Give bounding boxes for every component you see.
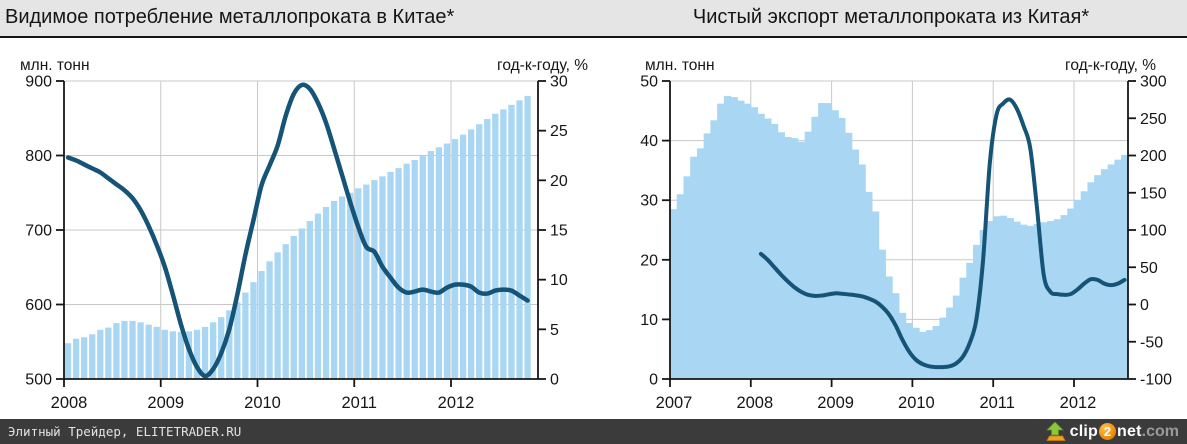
logo-clip-text: clip bbox=[1069, 422, 1099, 440]
svg-text:2007: 2007 bbox=[656, 394, 693, 412]
svg-text:5: 5 bbox=[550, 322, 559, 339]
svg-text:200: 200 bbox=[1140, 148, 1167, 165]
svg-text:300: 300 bbox=[1140, 74, 1167, 91]
svg-text:2008: 2008 bbox=[736, 394, 773, 412]
logo-net-text: net bbox=[1117, 422, 1142, 440]
upload-arrow-icon bbox=[1045, 422, 1066, 441]
svg-text:20: 20 bbox=[640, 252, 658, 269]
svg-text:900: 900 bbox=[25, 74, 52, 91]
svg-text:150: 150 bbox=[1140, 185, 1167, 202]
svg-text:2011: 2011 bbox=[979, 394, 1014, 412]
net-export-chart-title: Чистый экспорт металлопроката из Китая* bbox=[692, 6, 1090, 28]
footer-bar: Элитный Трейдер, ELITETRADER.RU clip 2 n… bbox=[0, 419, 1187, 444]
svg-text:-100: -100 bbox=[1140, 372, 1172, 389]
svg-text:2012: 2012 bbox=[438, 394, 475, 412]
svg-text:2010: 2010 bbox=[898, 394, 935, 412]
svg-text:0: 0 bbox=[649, 372, 658, 389]
svg-text:млн. тонн: млн. тонн bbox=[645, 57, 715, 74]
logo-two-badge: 2 bbox=[1099, 423, 1117, 440]
svg-text:год-к-году, %: год-к-году, % bbox=[1065, 57, 1156, 74]
svg-text:700: 700 bbox=[25, 223, 52, 240]
svg-text:10: 10 bbox=[550, 272, 568, 289]
svg-text:40: 40 bbox=[640, 133, 658, 150]
svg-text:250: 250 bbox=[1140, 111, 1167, 128]
svg-text:30: 30 bbox=[640, 193, 658, 210]
svg-text:2009: 2009 bbox=[817, 394, 854, 412]
svg-text:млн. тонн: млн. тонн bbox=[20, 57, 90, 74]
clip2net-logo: clip 2 net .com bbox=[1045, 422, 1179, 441]
svg-text:год-к-году, %: год-к-году, % bbox=[497, 57, 588, 74]
svg-text:50: 50 bbox=[1140, 260, 1158, 277]
svg-text:-50: -50 bbox=[1140, 334, 1163, 351]
net-export-chart: 50403020100300250200150100500-50-1002007… bbox=[640, 57, 1172, 412]
svg-text:500: 500 bbox=[25, 372, 52, 389]
credit-text: Элитный Трейдер, ELITETRADER.RU bbox=[8, 424, 242, 439]
svg-text:2011: 2011 bbox=[342, 394, 377, 412]
svg-text:0: 0 bbox=[1140, 297, 1149, 314]
svg-text:800: 800 bbox=[25, 148, 52, 165]
svg-text:2010: 2010 bbox=[244, 394, 281, 412]
svg-text:2012: 2012 bbox=[1060, 394, 1097, 412]
svg-text:100: 100 bbox=[1140, 223, 1167, 240]
header-band: Видимое потребление металлопроката в Кит… bbox=[0, 0, 1187, 38]
svg-text:30: 30 bbox=[550, 74, 568, 91]
svg-text:20: 20 bbox=[550, 173, 568, 190]
svg-text:10: 10 bbox=[640, 312, 658, 329]
svg-text:0: 0 bbox=[550, 372, 559, 389]
logo-com-text: .com bbox=[1141, 422, 1179, 440]
svg-text:50: 50 bbox=[640, 74, 658, 91]
svg-text:2008: 2008 bbox=[51, 394, 88, 412]
charts-area: 900 800 700 600 500 30 25 20 15 10 5 0 2008 2009 2010 2… bbox=[0, 38, 1187, 419]
svg-text:25: 25 bbox=[550, 123, 568, 140]
svg-text:2009: 2009 bbox=[147, 394, 184, 412]
consumption-chart: 900 800 700 600 500 30 25 20 15 10 5 0 2008 2009 2010 2… bbox=[20, 57, 588, 412]
svg-text:15: 15 bbox=[550, 223, 568, 240]
consumption-chart-title: Видимое потребление металлопроката в Кит… bbox=[5, 6, 455, 28]
svg-text:600: 600 bbox=[25, 297, 52, 314]
